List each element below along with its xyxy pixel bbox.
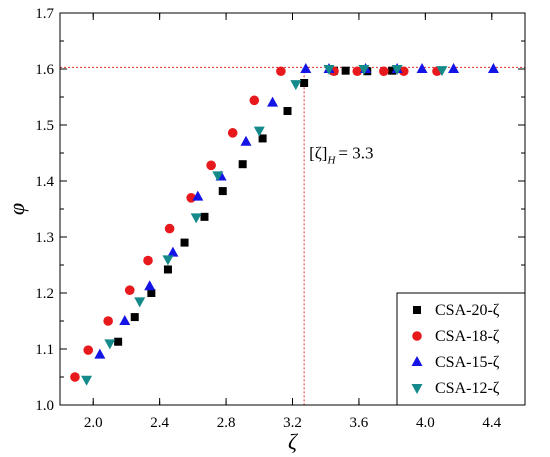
y-tick-label: 1.2	[35, 286, 54, 302]
series-4	[81, 65, 448, 386]
data-point	[240, 135, 252, 146]
data-point	[147, 289, 156, 297]
series-1	[114, 66, 397, 346]
y-tick-label: 1.7	[35, 6, 54, 22]
data-point	[487, 63, 499, 73]
data-point	[143, 255, 153, 266]
data-point	[144, 280, 156, 291]
y-tick-label: 1.4	[35, 174, 54, 190]
data-point	[323, 65, 335, 75]
data-point	[238, 160, 247, 169]
data-point	[83, 345, 94, 355]
data-point	[436, 66, 448, 77]
legend-marker	[411, 356, 423, 366]
data-point	[398, 66, 409, 77]
data-point	[164, 223, 175, 234]
legend-label: CSA-15-ζ	[435, 354, 500, 371]
data-point	[300, 79, 309, 87]
data-point	[341, 66, 350, 75]
data-point	[206, 160, 216, 171]
data-point	[114, 337, 123, 346]
data-point	[300, 63, 312, 73]
y-tick-label: 1.1	[35, 342, 54, 358]
y-tick-label: 1.6	[35, 62, 54, 78]
data-point	[180, 238, 189, 247]
data-point	[249, 95, 260, 106]
data-point	[162, 255, 174, 266]
data-points	[70, 63, 499, 386]
data-point	[227, 128, 238, 138]
data-point	[416, 63, 428, 73]
data-point	[134, 297, 146, 308]
legend: CSA-20-ζ CSA-18-ζ CSA-15-ζ CSA-12-ζ	[396, 292, 526, 406]
data-point	[218, 187, 227, 196]
legend-marker	[413, 306, 421, 314]
data-point	[70, 372, 80, 382]
legend-marker	[412, 331, 422, 341]
data-point	[388, 66, 397, 75]
data-point	[124, 285, 135, 296]
data-point	[283, 107, 292, 115]
data-point	[352, 66, 363, 77]
x-tick-label: 4.0	[416, 415, 435, 431]
data-point	[267, 96, 279, 107]
series-2	[70, 66, 442, 382]
y-tick-label: 1.0	[35, 398, 54, 414]
data-point	[200, 212, 209, 221]
y-tick-label: 1.3	[35, 230, 54, 246]
data-point	[258, 134, 267, 143]
axis-ticks: 2.0 2.4 2.8 3.2 3.6 4.0 4.4 1.0 1.1 1.2 1.3 1.4 1.5 1…	[35, 6, 525, 431]
data-point	[130, 313, 139, 322]
data-point	[379, 66, 389, 77]
data-point	[190, 213, 202, 224]
x-tick-label: 3.6	[350, 415, 369, 431]
x-tick-label: 2.0	[84, 415, 103, 431]
threshold-annotation: [ζ]H = 3.3	[309, 144, 373, 167]
data-point	[103, 316, 113, 326]
legend-label: CSA-18-ζ	[435, 328, 500, 345]
annotation-value: = 3.3	[338, 144, 373, 163]
data-point	[448, 63, 460, 73]
x-tick-label: 2.4	[150, 415, 169, 431]
reference-lines	[60, 66, 525, 405]
data-point	[391, 65, 403, 75]
legend-label: CSA-20-ζ	[435, 302, 500, 319]
data-point	[81, 375, 93, 386]
x-tick-label: 4.4	[482, 415, 501, 431]
x-tick-label: 2.8	[217, 415, 236, 431]
x-tick-label: 3.2	[283, 415, 302, 431]
data-point	[192, 190, 204, 201]
data-point	[212, 171, 224, 182]
data-point	[104, 339, 116, 350]
x-axis-label: ζ	[288, 429, 299, 454]
data-point	[94, 348, 106, 359]
data-point	[163, 265, 172, 274]
data-point	[358, 65, 370, 75]
data-point	[276, 66, 286, 77]
legend-label: CSA-12-ζ	[435, 380, 500, 397]
data-point	[119, 315, 131, 325]
data-point	[253, 126, 265, 137]
annotation-bracket: [ζ]	[309, 144, 327, 163]
annotation-subscript: H	[326, 155, 336, 167]
y-tick-label: 1.5	[35, 118, 54, 134]
data-point	[290, 80, 302, 91]
legend-marker	[411, 384, 423, 394]
data-point	[167, 246, 179, 257]
y-axis-label: φ	[4, 203, 29, 215]
